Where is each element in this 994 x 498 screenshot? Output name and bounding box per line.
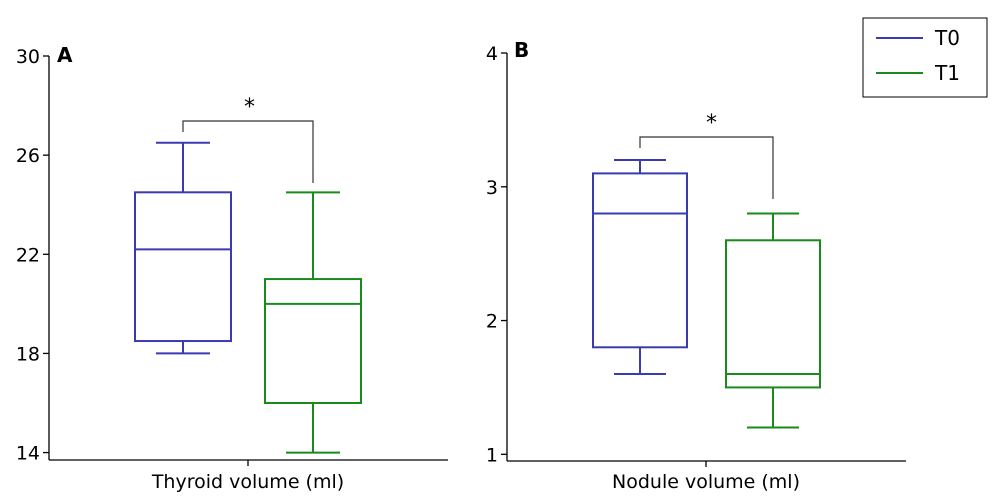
iqr-box [725, 239, 821, 389]
panel-b-y-ticks: 1 2 3 4 [486, 43, 507, 466]
panel-b-box-t1 [725, 212, 821, 429]
panel-b-y-tick-label: 3 [486, 177, 498, 199]
panel-a-y-tick-label: 14 [16, 443, 40, 465]
panel-b: B 1 2 3 4 * Nodule volume (ml) [486, 38, 906, 493]
legend: T0 T1 [862, 17, 988, 98]
panel-a-y-tick-label: 18 [16, 343, 40, 365]
panel-a: A 14 18 22 26 30 * Thyroid volume (ml) [16, 43, 448, 493]
panel-a-x-label: Thyroid volume (ml) [151, 471, 344, 493]
panel-b-label: B [514, 38, 529, 62]
panel-a-significance-marker: * [244, 95, 255, 120]
panel-b-significance-marker: * [706, 111, 717, 136]
panel-a-boxes [134, 141, 362, 454]
legend-box [862, 17, 988, 98]
legend-label-t0: T0 [934, 26, 960, 50]
iqr-box [264, 278, 362, 404]
panel-a-box-t1 [264, 191, 362, 454]
iqr-box [134, 191, 232, 343]
panel-b-x-label: Nodule volume (ml) [612, 471, 800, 493]
panel-b-y-tick-label: 4 [486, 43, 498, 65]
panel-b-y-tick-label: 2 [486, 311, 498, 333]
panel-a-box-t0 [134, 141, 232, 355]
panel-b-boxes [592, 159, 821, 429]
panel-a-label: A [57, 43, 73, 67]
panel-b-box-t0 [592, 159, 688, 376]
panel-b-y-tick-label: 1 [486, 444, 498, 466]
legend-label-t1: T1 [934, 61, 960, 85]
panel-a-y-tick-label: 22 [16, 244, 40, 266]
panel-a-y-ticks: 14 18 22 26 30 [16, 46, 49, 465]
iqr-box [592, 172, 688, 349]
panel-a-significance-bracket [182, 120, 314, 183]
panel-b-significance-bracket [639, 136, 774, 199]
panel-a-y-tick-label: 26 [16, 145, 40, 167]
panel-a-y-tick-label: 30 [16, 46, 40, 68]
